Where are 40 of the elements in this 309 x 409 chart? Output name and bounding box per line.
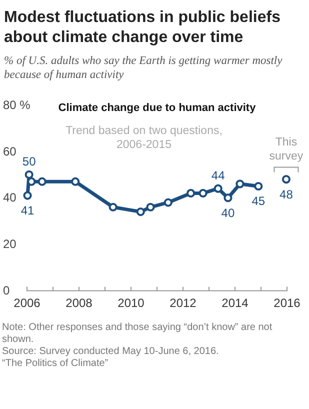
annotation: Climate change due to human activity <box>58 102 257 114</box>
source-note: Source: Survey conducted May 10-June 6, 2016. <box>2 346 219 357</box>
text: Note: Other responses and those saying “don’t know” are not shown. <box>2 322 272 345</box>
x-tick-label: 2012 <box>170 296 197 310</box>
data-label: 50 <box>22 154 36 169</box>
annotation: This survey <box>269 136 304 162</box>
point <box>198 188 208 198</box>
data-label: 44 <box>211 168 226 183</box>
point <box>254 182 263 191</box>
text: “The Politics of Climate” <box>2 358 108 369</box>
y-tick-label: 80 % <box>3 98 31 112</box>
y-tick-label: 20 <box>3 237 17 252</box>
y-tick-label: 0 <box>3 284 10 298</box>
data-label: 41 <box>20 204 35 218</box>
chart-title: Modest fluctuations in public beliefs about climate change over time <box>4 9 281 46</box>
data-label: 40 <box>221 206 235 220</box>
point <box>24 170 34 179</box>
data-label: 48 <box>280 187 294 202</box>
point <box>146 202 155 212</box>
annotation: Trend based on two questions, 2006-2015 <box>66 125 222 151</box>
point <box>214 184 222 193</box>
point <box>136 207 145 216</box>
x-tick-label: 2016 <box>274 296 301 310</box>
y-tick-label: 40 <box>3 190 17 205</box>
point <box>186 188 196 198</box>
data-label: 45 <box>252 194 266 208</box>
chart-subtitle: % of U.S. adults who say the Earth is getting warmer mostly because of human activity <box>4 55 284 81</box>
x-tick-label: 2008 <box>66 296 93 310</box>
point <box>108 202 118 212</box>
y-tick-label: 60 <box>3 144 17 158</box>
x-tick-label: 2014 <box>222 296 249 310</box>
x-tick-label: 2010 <box>118 296 145 310</box>
point <box>224 194 232 202</box>
point <box>164 198 172 207</box>
point <box>23 191 32 200</box>
point <box>71 177 80 186</box>
x-tick-label: 2006 <box>14 296 41 310</box>
point <box>236 180 244 188</box>
point <box>282 174 291 184</box>
point <box>38 177 46 186</box>
